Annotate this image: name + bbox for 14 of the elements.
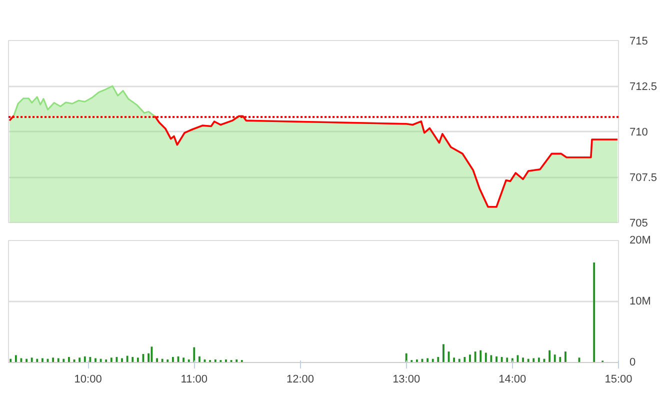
y-tick-label: 10M (630, 296, 651, 308)
x-tick-label: 15:00 (604, 374, 632, 386)
x-tick-label: 10:00 (74, 374, 102, 386)
y-tick-label: 715 (630, 36, 648, 48)
x-tick-label: 13:00 (392, 374, 420, 386)
y-tick-label: 707.5 (630, 172, 658, 184)
y-tick-label: 20M (630, 234, 651, 246)
x-tick-label: 11:00 (180, 374, 208, 386)
y-tick-label: 712.5 (630, 81, 658, 93)
x-tick-label: 12:00 (286, 374, 314, 386)
y-tick-label: 705 (630, 218, 648, 230)
x-tick-label: 14:00 (498, 374, 526, 386)
y-tick-label: 710 (630, 126, 648, 138)
y-tick-label: 0 (630, 356, 636, 368)
